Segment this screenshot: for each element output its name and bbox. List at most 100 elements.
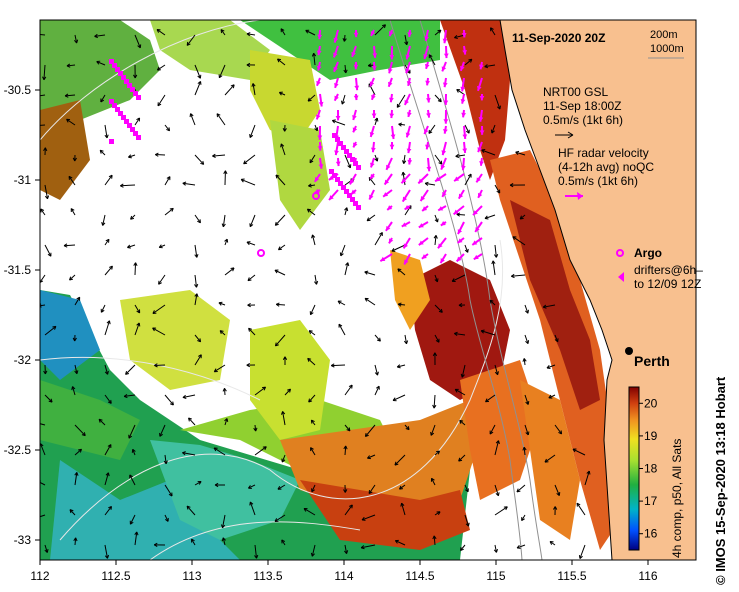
colorbar-tick-label: 19 — [644, 429, 658, 443]
gsl-vector-arrow — [104, 238, 110, 246]
hf-vector-arrow — [455, 253, 465, 263]
gsl-vector-arrow — [311, 52, 317, 66]
gsl-vector-arrow — [344, 504, 353, 516]
hf-vector-arrow — [407, 109, 412, 118]
drifter-track-dot — [356, 165, 361, 170]
drifter-track-dot — [127, 83, 132, 88]
land-mass — [499, 20, 696, 560]
hf-vector-arrow — [425, 141, 430, 150]
gsl-vector-arrow — [282, 356, 288, 366]
gsl-vector-arrow — [343, 445, 348, 456]
gsl-vector-arrow — [194, 334, 202, 343]
gsl-vector-arrow — [512, 236, 526, 246]
hf-vector-arrow — [370, 29, 376, 37]
gsl-vector-arrow — [96, 60, 106, 66]
drifter-track-dot — [112, 103, 117, 108]
argo-label: Argo — [634, 246, 662, 260]
gsl-vector-arrow — [490, 27, 496, 36]
gsl-vector-arrow — [43, 147, 48, 156]
colorbar-label: 4h comp, p50, All Sats — [670, 439, 684, 558]
gsl-vector-arrow — [282, 124, 287, 132]
credit-line: © IMOS 15-Sep-2020 13:18 Hobart — [713, 376, 728, 585]
hf-vector-arrow — [426, 157, 432, 172]
y-tick-label: -31.5 — [4, 263, 32, 277]
gsl-vector-arrow — [464, 244, 469, 253]
hf-vector-arrow — [334, 141, 339, 156]
drifter-track-dot — [118, 111, 123, 116]
gsl-vector-arrow — [430, 477, 436, 486]
gsl-vector-arrow — [344, 384, 353, 396]
gsl-vector-arrow — [104, 505, 112, 516]
gsl-vector-arrow — [464, 173, 472, 186]
gsl-vector-arrow — [542, 304, 556, 309]
gsl-vector-arrow — [374, 117, 379, 126]
hf-vector-arrow — [462, 45, 467, 55]
hf-vector-arrow — [417, 173, 429, 185]
gsl-vector-arrow — [134, 531, 139, 546]
map-date: 11-Sep-2020 20Z — [512, 31, 605, 45]
gsl-vector-arrow — [553, 506, 558, 516]
y-axis: -30.5 -31 -31.5 -32 -32.5 -33 — [4, 83, 40, 547]
drifter-track-dot — [356, 205, 361, 210]
gsl-vector-arrow — [459, 544, 466, 551]
drifter-track-dot — [133, 91, 138, 96]
hf-vector-arrow — [476, 77, 483, 92]
gsl-vector-arrow — [424, 181, 436, 186]
gsl-vector-arrow — [308, 330, 316, 336]
gsl-vector-arrow — [434, 511, 441, 516]
gsl-vector-arrow — [398, 122, 406, 127]
gsl-vector-arrow — [309, 154, 316, 164]
colorbar — [628, 386, 640, 551]
drifter-track-dot — [344, 149, 349, 154]
hf-vector-arrow — [379, 253, 393, 262]
gsl-vector-arrow — [311, 234, 316, 246]
x-tick-label: 113 — [182, 569, 201, 583]
gsl-vector-arrow — [66, 63, 76, 68]
hf-vector-arrow — [479, 61, 484, 70]
drifter-track-dot — [118, 71, 123, 76]
hf-vector-arrow — [407, 157, 413, 165]
hf-sub: (4-12h avg) noQC — [558, 160, 654, 174]
colorbar-tick-label: 17 — [644, 494, 658, 508]
drifter-track-dot — [338, 141, 343, 146]
hf-vector-arrow — [371, 109, 377, 118]
hf-vector-arrow — [390, 125, 396, 140]
gsl-vector-arrow — [402, 154, 407, 164]
gsl-vector-arrow — [40, 33, 46, 36]
gsl-vector-arrow — [247, 303, 256, 308]
gsl-vector-arrow — [280, 28, 286, 36]
gsl-vector-arrow — [310, 419, 316, 426]
shelf-contours — [389, 20, 543, 560]
drifter-track-dot — [133, 131, 138, 136]
gsl-vector-arrow — [307, 357, 316, 366]
gsl-vector-arrow — [464, 124, 470, 134]
hf-vector-arrow — [441, 189, 447, 198]
gsl-vector-arrow — [399, 484, 406, 490]
hf-vector-arrow — [370, 93, 376, 101]
gsl-vectors — [40, 24, 591, 559]
hf-scale-arrowhead — [577, 192, 583, 200]
hf-vector-arrow — [442, 29, 448, 44]
gsl-vector-arrow — [308, 183, 316, 188]
hf-vector-arrow — [478, 109, 484, 122]
hf-vector-arrow — [383, 173, 393, 186]
hf-vector-arrow — [369, 125, 375, 138]
hf-vector-arrow — [352, 141, 358, 148]
drifter-track-dot — [347, 193, 352, 198]
hf-vector-arrow — [387, 61, 393, 74]
x-tick-label: 114.5 — [405, 569, 434, 583]
hf-vector-arrow — [419, 189, 429, 202]
gsl-vector-arrow — [104, 364, 109, 375]
hf-vector-arrow — [369, 173, 375, 180]
hf-vector-arrow — [479, 125, 485, 135]
gsl-vector-arrow — [71, 386, 76, 396]
hf-vector-arrow — [421, 253, 429, 260]
gsl-vector-arrow — [341, 94, 346, 105]
drifter-track-dot — [127, 123, 132, 128]
gsl-vector-arrow — [158, 274, 166, 285]
gsl-vector-arrow — [222, 387, 227, 396]
hf-vector-arrow — [421, 205, 429, 212]
gsl-vector-arrow — [430, 424, 436, 436]
gsl-vector-arrow — [400, 502, 406, 516]
gsl-vector-arrow — [554, 424, 563, 435]
